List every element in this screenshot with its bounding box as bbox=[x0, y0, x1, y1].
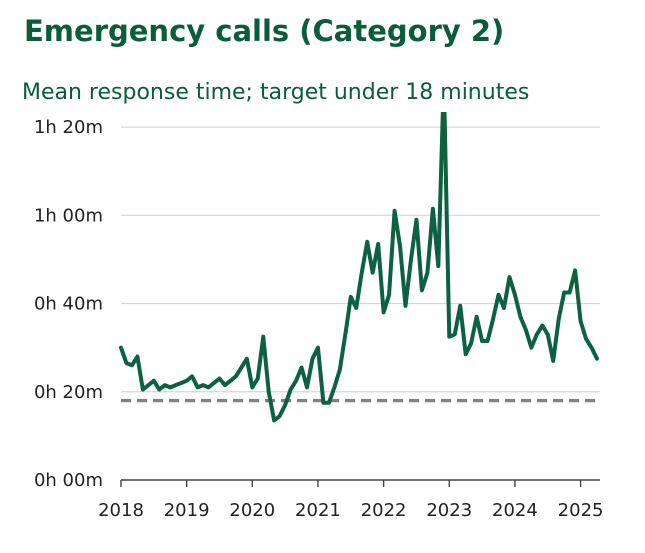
y-tick-label: 0h 00m bbox=[34, 470, 103, 491]
y-tick-labels: 0h 00m 0h 20m 0h 40m 1h 00m 1h 20m bbox=[34, 117, 103, 491]
x-tick-label: 2025 bbox=[558, 500, 604, 521]
x-tick-label: 2020 bbox=[229, 500, 275, 521]
y-tick-label: 1h 00m bbox=[34, 205, 103, 226]
x-tick-labels: 2018 2019 2020 2021 2022 2023 2024 2025 bbox=[98, 500, 603, 521]
x-tick-label: 2019 bbox=[164, 500, 210, 521]
x-tick-marks bbox=[120, 480, 582, 487]
y-tick-label: 1h 20m bbox=[34, 117, 103, 138]
series-layer bbox=[119, 112, 599, 423]
y-tick-label: 0h 20m bbox=[34, 382, 103, 403]
chart-title: Emergency calls (Category 2) bbox=[24, 14, 505, 48]
series-line bbox=[119, 112, 599, 423]
x-tick-label: 2023 bbox=[426, 500, 472, 521]
x-tick-label: 2024 bbox=[492, 500, 538, 521]
gridlines bbox=[121, 126, 600, 393]
x-tick-label: 2022 bbox=[361, 500, 407, 521]
y-tick-label: 0h 40m bbox=[34, 294, 103, 315]
x-tick-label: 2021 bbox=[295, 500, 341, 521]
x-tick-label: 2018 bbox=[98, 500, 144, 521]
chart-subtitle: Mean response time; target under 18 minu… bbox=[22, 80, 530, 105]
